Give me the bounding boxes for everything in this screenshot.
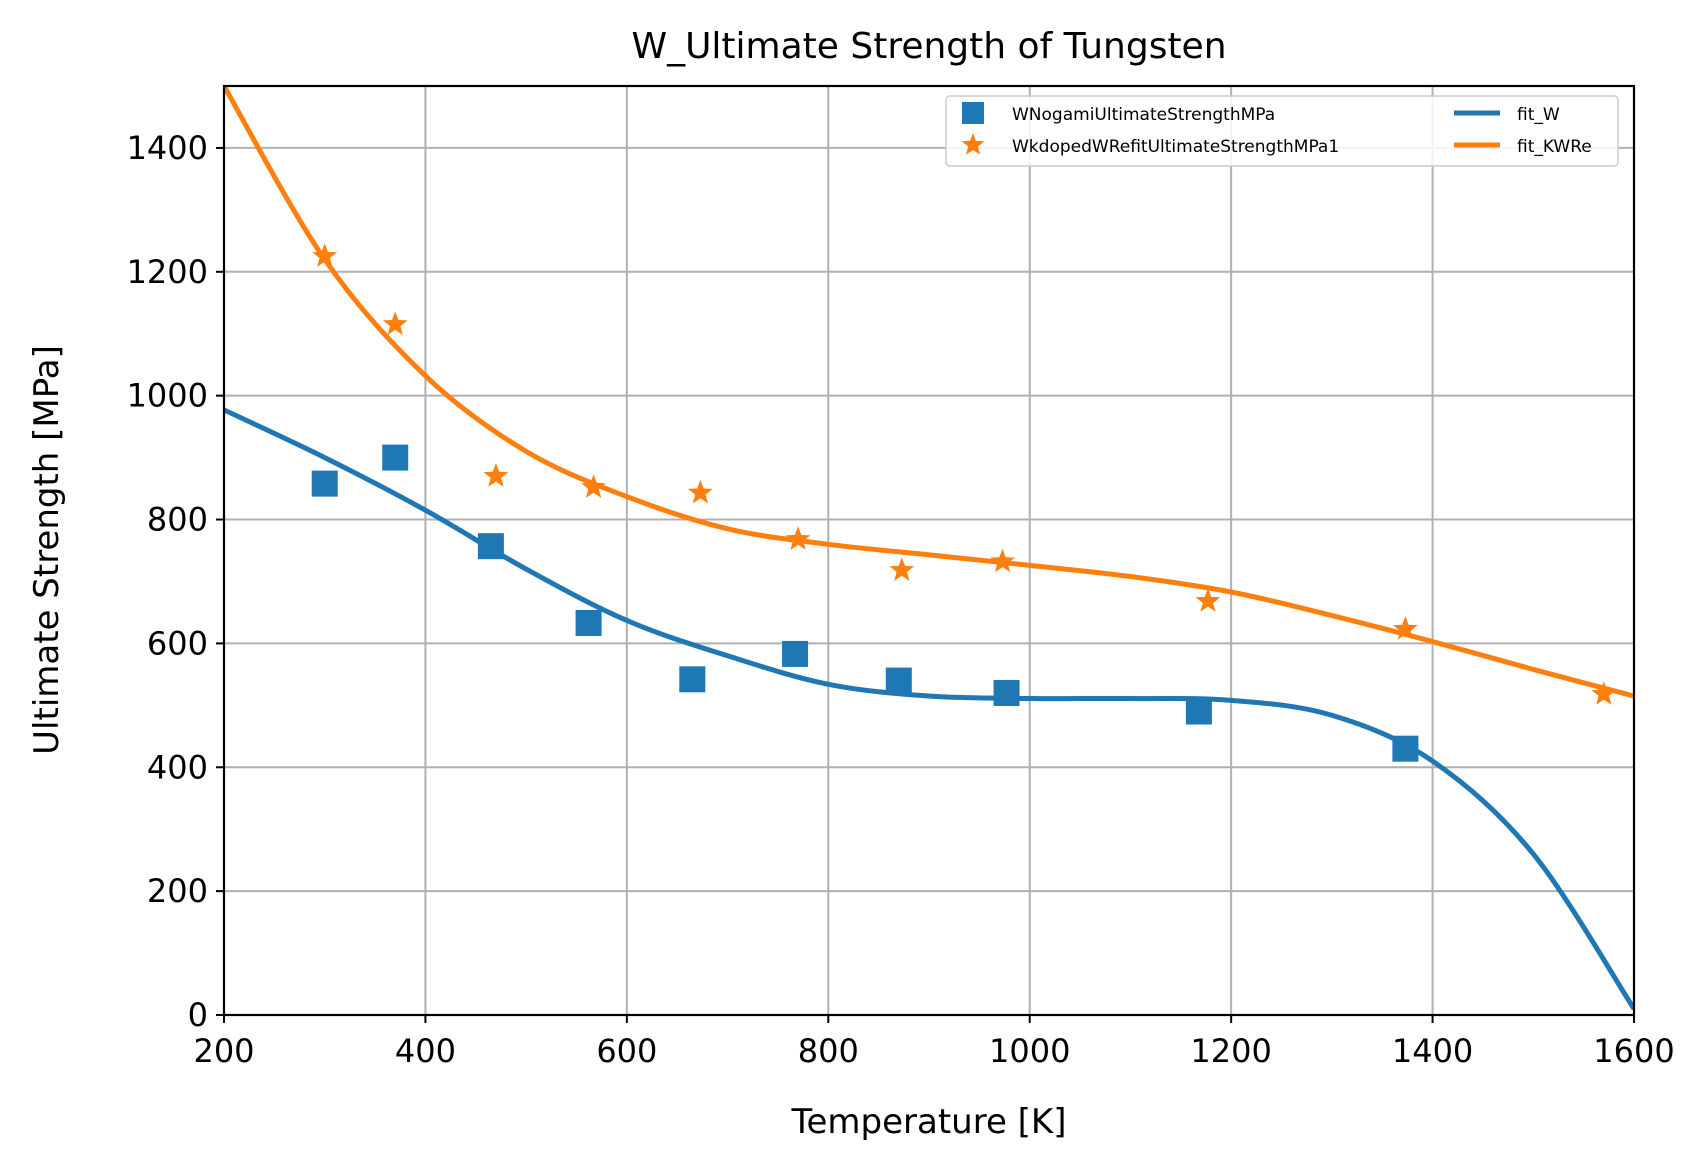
legend: WNogamiUltimateStrengthMPa WkdopedWRefit… <box>945 95 1619 167</box>
square-marker <box>782 640 809 667</box>
y-tick-label: 400 <box>147 748 208 786</box>
x-tick-label: 1400 <box>1392 1032 1473 1070</box>
x-tick-label: 600 <box>596 1032 657 1070</box>
axis-ticks: 200 400 600 800 1000 1200 1400 1600020040060080… <box>127 129 1675 1070</box>
square-marker <box>993 679 1020 706</box>
fit-lines <box>224 86 1634 1011</box>
x-tick-label: 400 <box>395 1032 456 1070</box>
star-marker <box>688 479 713 504</box>
y-tick-label: 1200 <box>127 253 208 291</box>
x-tick-label: 200 <box>193 1032 254 1070</box>
legend-star-marker <box>961 133 985 155</box>
star-marker <box>889 557 915 581</box>
star-marker <box>581 474 606 498</box>
y-tick-label: 0 <box>188 996 208 1034</box>
legend-label-fit-w: fit_W <box>1517 105 1560 125</box>
y-axis-label: Ultimate Strength [MPa] <box>27 345 67 755</box>
x-tick-label: 1000 <box>989 1032 1070 1070</box>
square-marker <box>679 666 706 693</box>
fit-line-fit-w <box>224 407 1634 1011</box>
square-marker <box>382 444 409 471</box>
grid-lines <box>223 86 1635 1016</box>
x-tick-label: 1200 <box>1190 1032 1271 1070</box>
legend-label-fit-kwre: fit_KWRe <box>1517 137 1592 157</box>
square-marker <box>1392 735 1419 762</box>
square-marker <box>885 667 912 694</box>
legend-box <box>945 95 1619 167</box>
legend-square-marker <box>962 102 984 124</box>
fit-line-fit-kwre <box>224 86 1634 699</box>
x-tick-label: 800 <box>798 1032 859 1070</box>
star-marker <box>990 548 1015 573</box>
data-markers <box>311 243 1617 762</box>
star-marker <box>1393 616 1418 640</box>
square-marker <box>575 609 602 636</box>
star-marker <box>483 463 509 487</box>
star-marker <box>382 311 408 335</box>
legend-label-wnogami: WNogamiUltimateStrengthMPa <box>1012 105 1275 125</box>
square-marker <box>1185 698 1212 725</box>
x-tick-label: 1600 <box>1593 1032 1674 1070</box>
square-marker <box>311 470 338 497</box>
plot-frame <box>222 84 1636 1017</box>
star-marker <box>1195 588 1221 612</box>
legend-label-wkdoped: WkdopedWRefitUltimateStrengthMPa1 <box>1012 137 1339 157</box>
y-tick-label: 800 <box>147 501 208 539</box>
star-marker <box>785 526 811 550</box>
star-marker <box>312 243 338 267</box>
y-tick-label: 600 <box>147 624 208 662</box>
chart-title: W_Ultimate Strength of Tungsten <box>631 26 1226 67</box>
x-axis-label: Temperature [K] <box>790 1102 1066 1142</box>
y-tick-label: 1000 <box>127 377 208 415</box>
star-marker <box>1591 681 1617 705</box>
y-tick-label: 200 <box>147 872 208 910</box>
y-tick-label: 1400 <box>127 129 208 167</box>
square-marker <box>477 533 504 560</box>
